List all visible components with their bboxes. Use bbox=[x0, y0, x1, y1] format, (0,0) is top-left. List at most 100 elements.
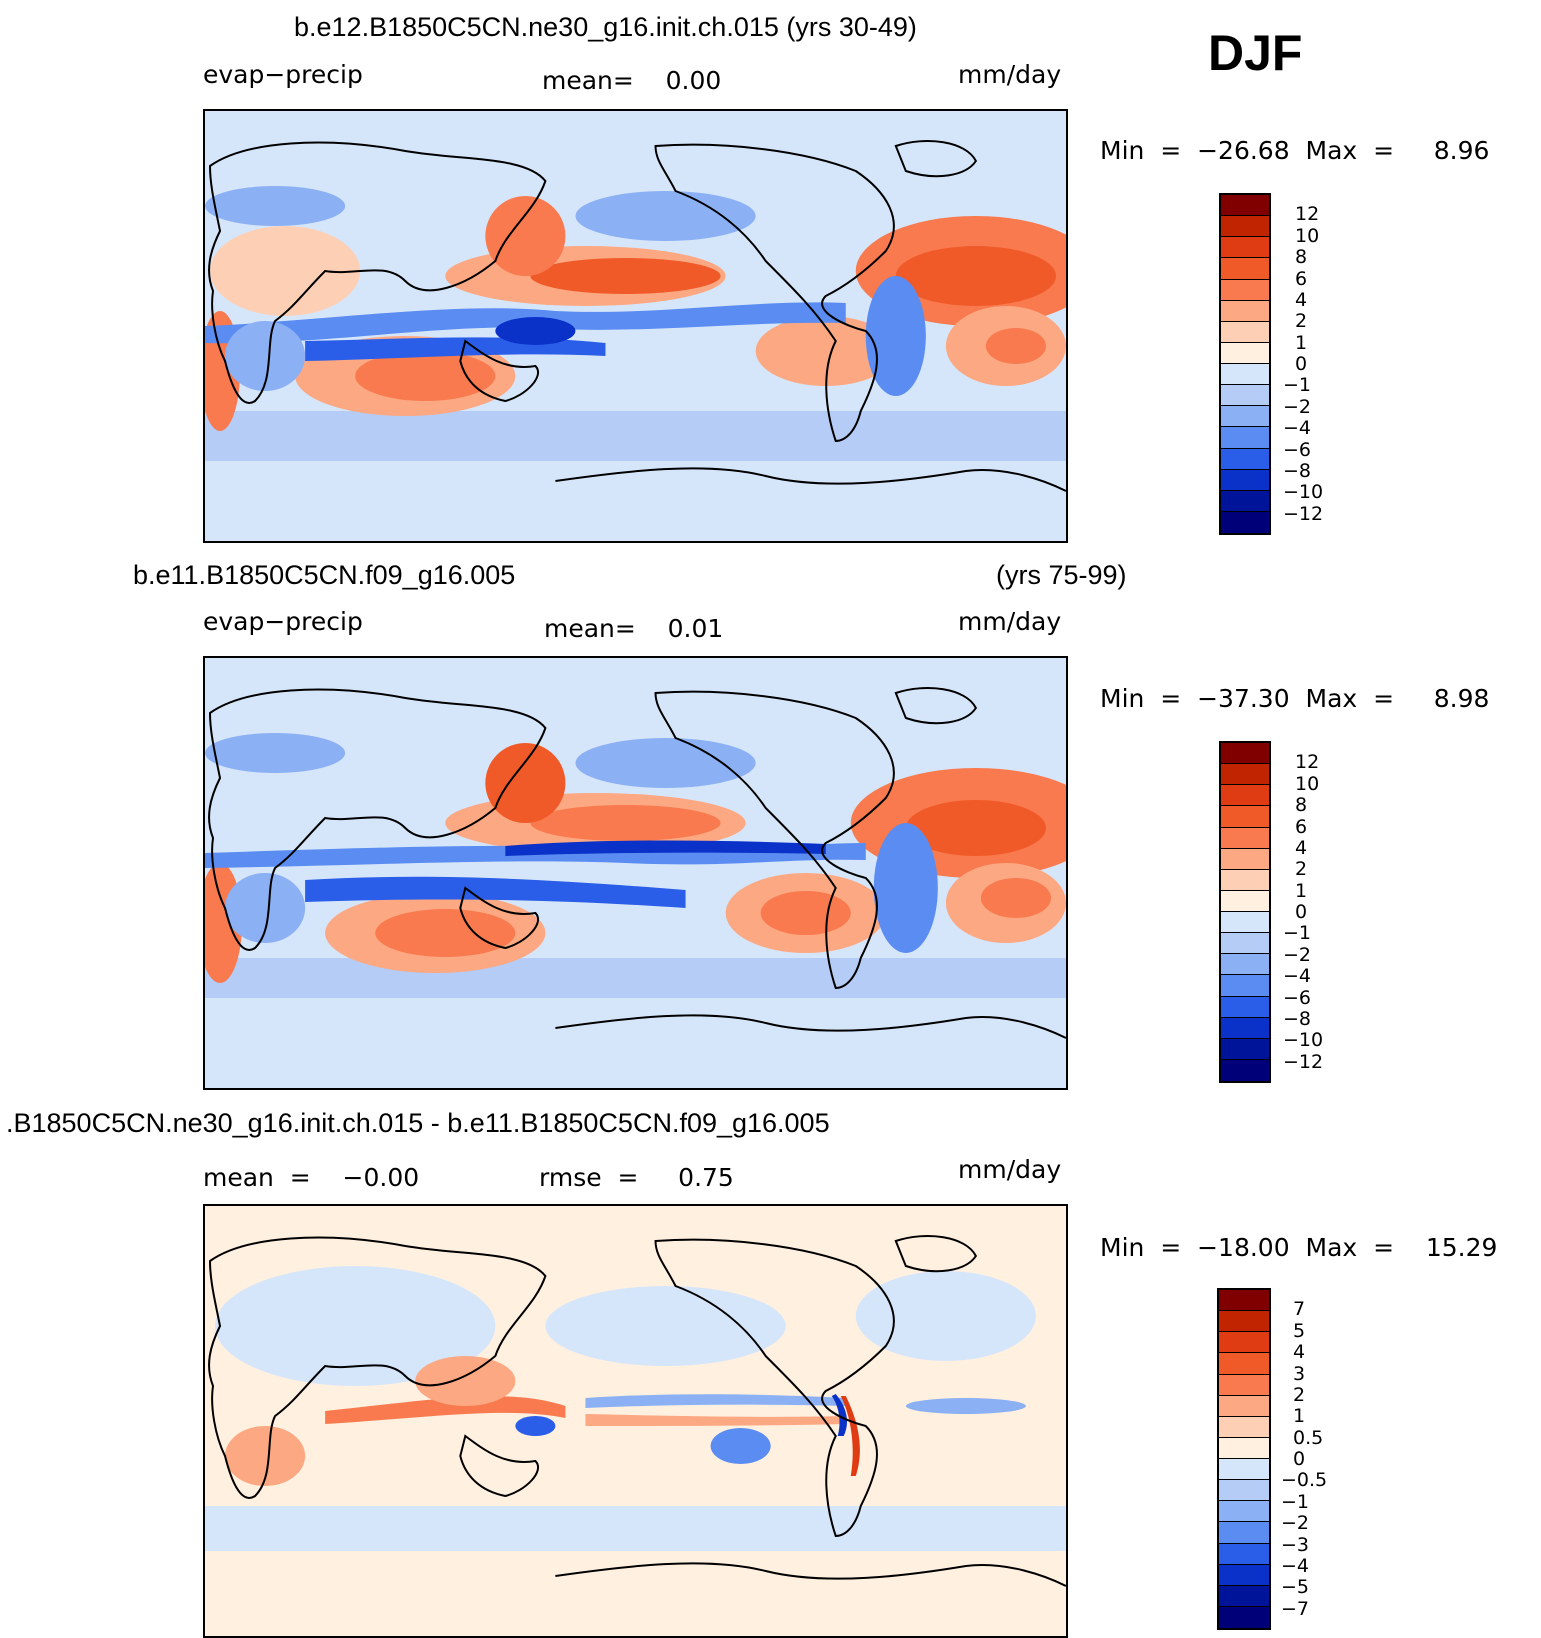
colorbar-tick-label: 4 bbox=[1295, 836, 1308, 859]
africa-pos-diff bbox=[225, 1426, 306, 1486]
colorbar-swatch bbox=[1221, 933, 1269, 955]
colorbar-swatch bbox=[1221, 912, 1269, 934]
colorbar-swatch bbox=[1219, 1311, 1269, 1333]
panel-middle-colorbar-labels: 12 10 8 6 4 2 1 0 −1 −2 −4 −6 −8 −10 −12 bbox=[1283, 741, 1343, 1083]
colorbar-tick-label: 0.5 bbox=[1293, 1426, 1324, 1449]
se-pacific-core bbox=[760, 891, 851, 935]
colorbar-tick-label: 0 bbox=[1295, 901, 1308, 923]
panel-middle-title-left: b.e11.B1850C5CN.f09_g16.005 bbox=[133, 560, 516, 590]
panel-middle-map bbox=[203, 656, 1068, 1090]
spcz-band bbox=[305, 876, 686, 908]
colorbar-swatch bbox=[1219, 1416, 1269, 1438]
colorbar-swatch bbox=[1219, 1395, 1269, 1417]
colorbar-tick-label: −2 bbox=[1281, 1512, 1310, 1535]
eq-pacific-pos-diff bbox=[585, 1414, 846, 1426]
colorbar-swatch bbox=[1219, 1459, 1269, 1481]
s-indian-core bbox=[375, 909, 516, 957]
southern-ocean-band bbox=[205, 958, 1066, 998]
colorbar-tick-label: −4 bbox=[1283, 965, 1312, 988]
n-pacific-core bbox=[530, 258, 721, 294]
colorbar-tick-label: 8 bbox=[1295, 794, 1308, 817]
colorbar-tick-label: −10 bbox=[1283, 481, 1324, 504]
colorbar-tick-label: 4 bbox=[1293, 1341, 1306, 1364]
coastlines bbox=[208, 1235, 1066, 1587]
colorbar-tick-label: −6 bbox=[1283, 986, 1312, 1009]
colorbar-swatch bbox=[1221, 427, 1269, 449]
colorbar-swatch bbox=[1219, 1522, 1269, 1544]
panel-top-title: b.e12.B1850C5CN.ne30_g16.init.ch.015 (yr… bbox=[294, 12, 917, 42]
colorbar-swatch bbox=[1221, 279, 1269, 301]
colorbar-tick-label: 8 bbox=[1295, 246, 1308, 269]
field-plot bbox=[205, 111, 1066, 541]
n-atlantic-core bbox=[905, 800, 1046, 856]
colorbar-tick-label: 2 bbox=[1293, 1383, 1306, 1406]
colorbar-swatch bbox=[1219, 1606, 1269, 1628]
colorbar-swatch bbox=[1221, 996, 1269, 1018]
atlantic-itcz-diff bbox=[905, 1398, 1026, 1414]
colorbar-tick-label: −2 bbox=[1283, 943, 1312, 966]
field-plot bbox=[205, 658, 1066, 1088]
panel-bottom-rmse: rmse = 0.75 bbox=[539, 1163, 734, 1192]
n-pacific-core bbox=[530, 805, 721, 841]
colorbar-swatch bbox=[1219, 1353, 1269, 1375]
panel-top-colorbar bbox=[1219, 193, 1271, 535]
panel-middle-variable: evap−precip bbox=[203, 607, 363, 636]
panel-top-map bbox=[203, 109, 1068, 543]
panel-bottom-units: mm/day bbox=[958, 1155, 1062, 1184]
colorbar-tick-label: 6 bbox=[1295, 815, 1308, 838]
se-pacific-high bbox=[755, 316, 896, 386]
colorbar-swatch bbox=[1221, 827, 1269, 849]
colorbar-tick-label: 12 bbox=[1295, 203, 1320, 226]
colorbar-tick-label: 1 bbox=[1295, 879, 1308, 902]
colorbar-swatch bbox=[1219, 1480, 1269, 1502]
europe-negative bbox=[205, 186, 346, 226]
colorbar-tick-label: −1 bbox=[1283, 374, 1312, 397]
itcz-core bbox=[505, 840, 826, 856]
panel-bottom-minmax: Min = −18.00 Max = 15.29 bbox=[1100, 1233, 1498, 1262]
new-guinea-neg-diff bbox=[515, 1416, 556, 1436]
andes-neg-diff bbox=[831, 1394, 848, 1436]
colorbar-swatch bbox=[1221, 448, 1269, 470]
colorbar-tick-label: 4 bbox=[1295, 288, 1308, 311]
colorbar-tick-label: 1 bbox=[1293, 1405, 1306, 1428]
colorbar-tick-label: −0.5 bbox=[1281, 1469, 1328, 1492]
colorbar-swatch bbox=[1221, 237, 1269, 259]
sea-pos-diff bbox=[415, 1356, 516, 1406]
colorbar-tick-label: 6 bbox=[1295, 267, 1308, 290]
colorbar-swatch bbox=[1221, 764, 1269, 786]
n-atlantic-core bbox=[895, 246, 1056, 306]
kuroshio bbox=[485, 743, 566, 823]
panel-top-variable: evap−precip bbox=[203, 60, 363, 89]
colorbar-tick-label: −12 bbox=[1283, 1050, 1324, 1073]
colorbar-swatch bbox=[1221, 258, 1269, 280]
colorbar-swatch bbox=[1221, 785, 1269, 807]
colorbar-swatch bbox=[1221, 890, 1269, 912]
panel-top-mean: mean= 0.00 bbox=[542, 66, 722, 95]
africa-negative bbox=[225, 321, 306, 391]
southern-ocean-diff bbox=[205, 1506, 1066, 1551]
colorbar-tick-label: 2 bbox=[1295, 310, 1308, 333]
colorbar-tick-label: 0 bbox=[1295, 353, 1308, 375]
colorbar-tick-label: −4 bbox=[1281, 1554, 1310, 1577]
indian-pos-diff bbox=[325, 1396, 566, 1424]
n-america-diff bbox=[855, 1271, 1036, 1361]
colorbar-swatch bbox=[1221, 1059, 1269, 1081]
colorbar-swatch bbox=[1221, 848, 1269, 870]
colorbar-swatch bbox=[1221, 469, 1269, 491]
panel-bottom-title: .B1850C5CN.ne30_g16.init.ch.015 - b.e11.… bbox=[6, 1108, 830, 1138]
amazon-negative bbox=[873, 823, 938, 953]
coastlines bbox=[208, 687, 1066, 1039]
panel-top-colorbar-labels: 12 10 8 6 4 2 1 0 −1 −2 −4 −6 −8 −10 −12 bbox=[1283, 193, 1343, 535]
colorbar-swatch bbox=[1221, 342, 1269, 364]
coastlines bbox=[208, 140, 1066, 492]
colorbar-swatch bbox=[1221, 300, 1269, 322]
colorbar-swatch bbox=[1221, 364, 1269, 386]
colorbar-swatch bbox=[1221, 1017, 1269, 1039]
colorbar-swatch bbox=[1219, 1585, 1269, 1607]
colorbar-swatch bbox=[1221, 406, 1269, 428]
colorbar-swatch bbox=[1219, 1564, 1269, 1586]
arabia-positive bbox=[210, 226, 361, 316]
southern-ocean-band bbox=[205, 411, 1066, 461]
panel-bottom-colorbar-labels: 7 5 4 3 2 1 0.5 0 −0.5 −1 −2 −3 −4 −5 −7 bbox=[1281, 1288, 1351, 1630]
panel-middle-mean: mean= 0.01 bbox=[544, 614, 724, 643]
